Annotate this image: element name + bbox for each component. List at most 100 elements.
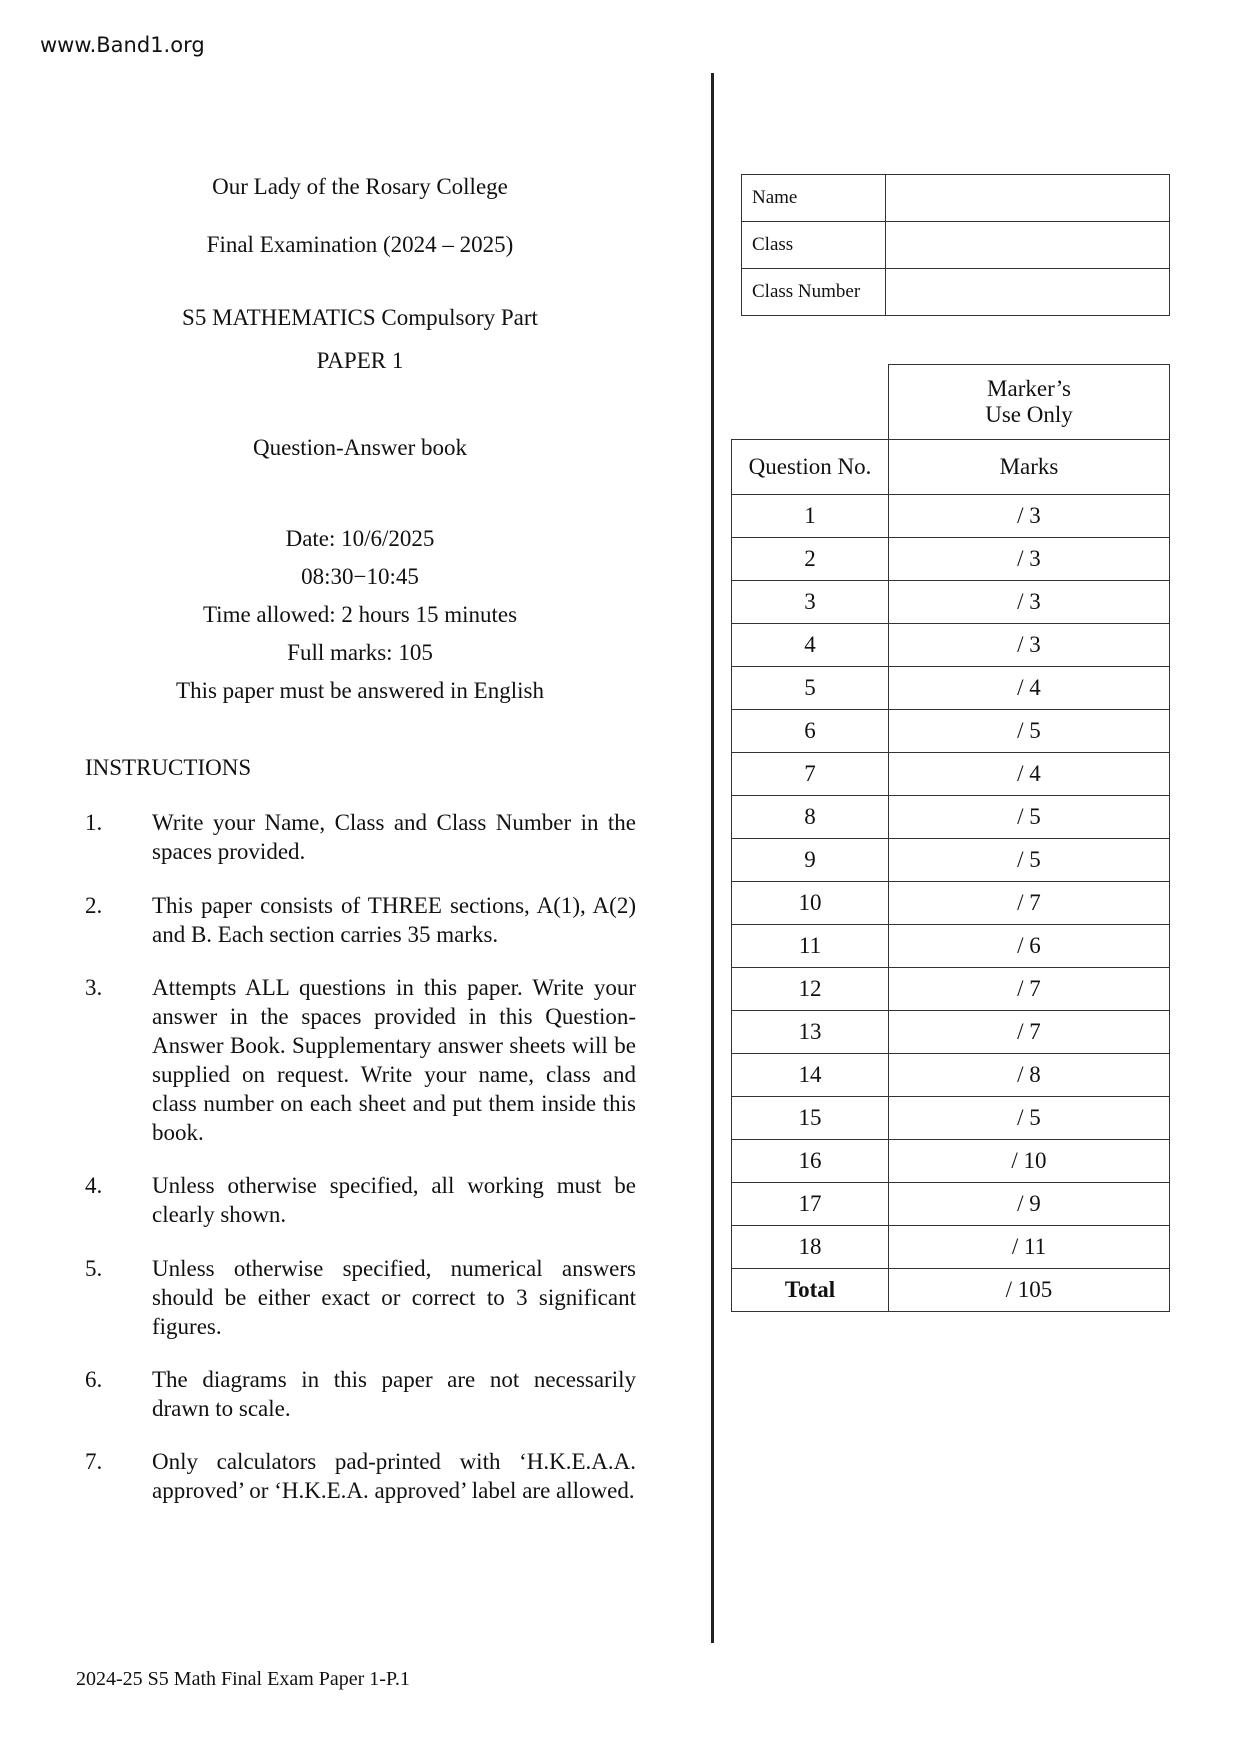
- question-number: 14: [731, 1053, 889, 1097]
- table-row: 13/ 7: [731, 1010, 1170, 1054]
- question-number: 17: [731, 1182, 889, 1226]
- table-row: 18/ 11: [731, 1225, 1170, 1269]
- instructions-heading: INSTRUCTIONS: [85, 755, 252, 780]
- question-number: 2: [731, 537, 889, 581]
- question-marks: / 5: [888, 709, 1170, 753]
- question-marks: / 7: [888, 1010, 1170, 1054]
- question-number: 15: [731, 1096, 889, 1140]
- info-row: Class Number: [741, 268, 1170, 316]
- table-row: 15/ 5: [731, 1096, 1170, 1140]
- total-row: Total/ 105: [731, 1268, 1170, 1312]
- table-row: 10/ 7: [731, 881, 1170, 925]
- instruction-number: 6.: [85, 1367, 103, 1392]
- instruction-text: Unless otherwise specified, all working …: [152, 1173, 636, 1227]
- question-marks: / 5: [888, 1096, 1170, 1140]
- info-label: Class: [741, 221, 886, 269]
- instruction-text: The diagrams in this paper are not neces…: [152, 1367, 636, 1421]
- question-marks: / 4: [888, 666, 1170, 710]
- question-number: 10: [731, 881, 889, 925]
- instruction-number: 3.: [85, 975, 103, 1000]
- table-row: 8/ 5: [731, 795, 1170, 839]
- table-row: 11/ 6: [731, 924, 1170, 968]
- question-marks: / 7: [888, 967, 1170, 1011]
- table-row: 6/ 5: [731, 709, 1170, 753]
- table-row: 7/ 4: [731, 752, 1170, 796]
- table-row: 14/ 8: [731, 1053, 1170, 1097]
- question-marks: / 3: [888, 537, 1170, 581]
- time-allowed: Time allowed: 2 hours 15 minutes: [202, 602, 518, 627]
- instruction-text: Only calculators pad-printed with ‘H.K.E…: [152, 1449, 636, 1503]
- total-label: Total: [731, 1268, 889, 1312]
- table-row: 9/ 5: [731, 838, 1170, 882]
- paper: PAPER 1: [316, 348, 404, 373]
- instruction-text: Write your Name, Class and Class Number …: [152, 810, 636, 864]
- total-marks: / 105: [888, 1268, 1170, 1312]
- question-number: 4: [731, 623, 889, 667]
- question-marks: / 4: [888, 752, 1170, 796]
- question-number: 16: [731, 1139, 889, 1183]
- question-number: 13: [731, 1010, 889, 1054]
- question-number: 18: [731, 1225, 889, 1269]
- instruction-number: 1.: [85, 810, 103, 835]
- question-number: 8: [731, 795, 889, 839]
- instruction-item: 1. Write your Name, Class and Class Numbe…: [85, 808, 636, 866]
- instruction-number: 5.: [85, 1256, 103, 1281]
- instruction-number: 4.: [85, 1173, 103, 1198]
- instruction-number: 7.: [85, 1449, 103, 1474]
- question-number: 12: [731, 967, 889, 1011]
- question-marks: / 8: [888, 1053, 1170, 1097]
- instruction-item: 2. This paper consists of THREE sections,…: [85, 891, 636, 949]
- school-name: Our Lady of the Rosary College: [212, 174, 508, 199]
- question-number: 9: [731, 838, 889, 882]
- question-marks: / 7: [888, 881, 1170, 925]
- info-field[interactable]: [885, 221, 1170, 269]
- table-row: 2/ 3: [731, 537, 1170, 581]
- exam-date: Date: 10/6/2025: [285, 526, 435, 551]
- instruction-item: 3. Attempts ALL questions in this paper. …: [85, 973, 636, 1147]
- question-marks: / 9: [888, 1182, 1170, 1226]
- marker-header: Marker’s Use Only: [888, 364, 1170, 440]
- full-marks: Full marks: 105: [287, 640, 433, 665]
- question-number: 11: [731, 924, 889, 968]
- table-row: 3/ 3: [731, 580, 1170, 624]
- question-marks: / 6: [888, 924, 1170, 968]
- question-marks: / 5: [888, 838, 1170, 882]
- exam-title: Final Examination (2024 – 2025): [206, 232, 514, 257]
- instruction-text: Unless otherwise specified, numerical an…: [152, 1256, 636, 1339]
- watermark: www.Band1.org: [40, 33, 205, 57]
- table-row: 5/ 4: [731, 666, 1170, 710]
- student-info-table: Name Class Class Number: [741, 174, 1170, 316]
- info-row: Name: [741, 174, 1170, 222]
- table-row: 4/ 3: [731, 623, 1170, 667]
- instruction-item: 6. The diagrams in this paper are not nec…: [85, 1365, 636, 1423]
- language-note: This paper must be answered in English: [176, 678, 544, 703]
- exam-time: 08:30−10:45: [301, 564, 419, 589]
- question-marks: / 3: [888, 494, 1170, 538]
- info-label: Class Number: [741, 268, 886, 316]
- col-marks: Marks: [888, 439, 1170, 495]
- subject: S5 MATHEMATICS Compulsory Part: [182, 305, 538, 330]
- question-number: 5: [731, 666, 889, 710]
- question-marks: / 11: [888, 1225, 1170, 1269]
- divider: [711, 73, 714, 1643]
- instruction-item: 4. Unless otherwise specified, all workin…: [85, 1171, 636, 1229]
- footer: 2024-25 S5 Math Final Exam Paper 1-P.1: [76, 1668, 410, 1690]
- question-number: 1: [731, 494, 889, 538]
- info-field[interactable]: [885, 174, 1170, 222]
- instruction-number: 2.: [85, 893, 103, 918]
- info-field[interactable]: [885, 268, 1170, 316]
- question-number: 6: [731, 709, 889, 753]
- instruction-text: This paper consists of THREE sections, A…: [152, 893, 636, 947]
- question-marks: / 5: [888, 795, 1170, 839]
- question-marks: / 3: [888, 580, 1170, 624]
- question-number: 7: [731, 752, 889, 796]
- question-marks: / 10: [888, 1139, 1170, 1183]
- table-row: 16/ 10: [731, 1139, 1170, 1183]
- instruction-item: 5. Unless otherwise specified, numerical …: [85, 1254, 636, 1341]
- instruction-item: 7. Only calculators pad-printed with ‘H.K…: [85, 1447, 636, 1505]
- question-marks: / 3: [888, 623, 1170, 667]
- table-row: 17/ 9: [731, 1182, 1170, 1226]
- instruction-text: Attempts ALL questions in this paper. Wr…: [152, 975, 636, 1145]
